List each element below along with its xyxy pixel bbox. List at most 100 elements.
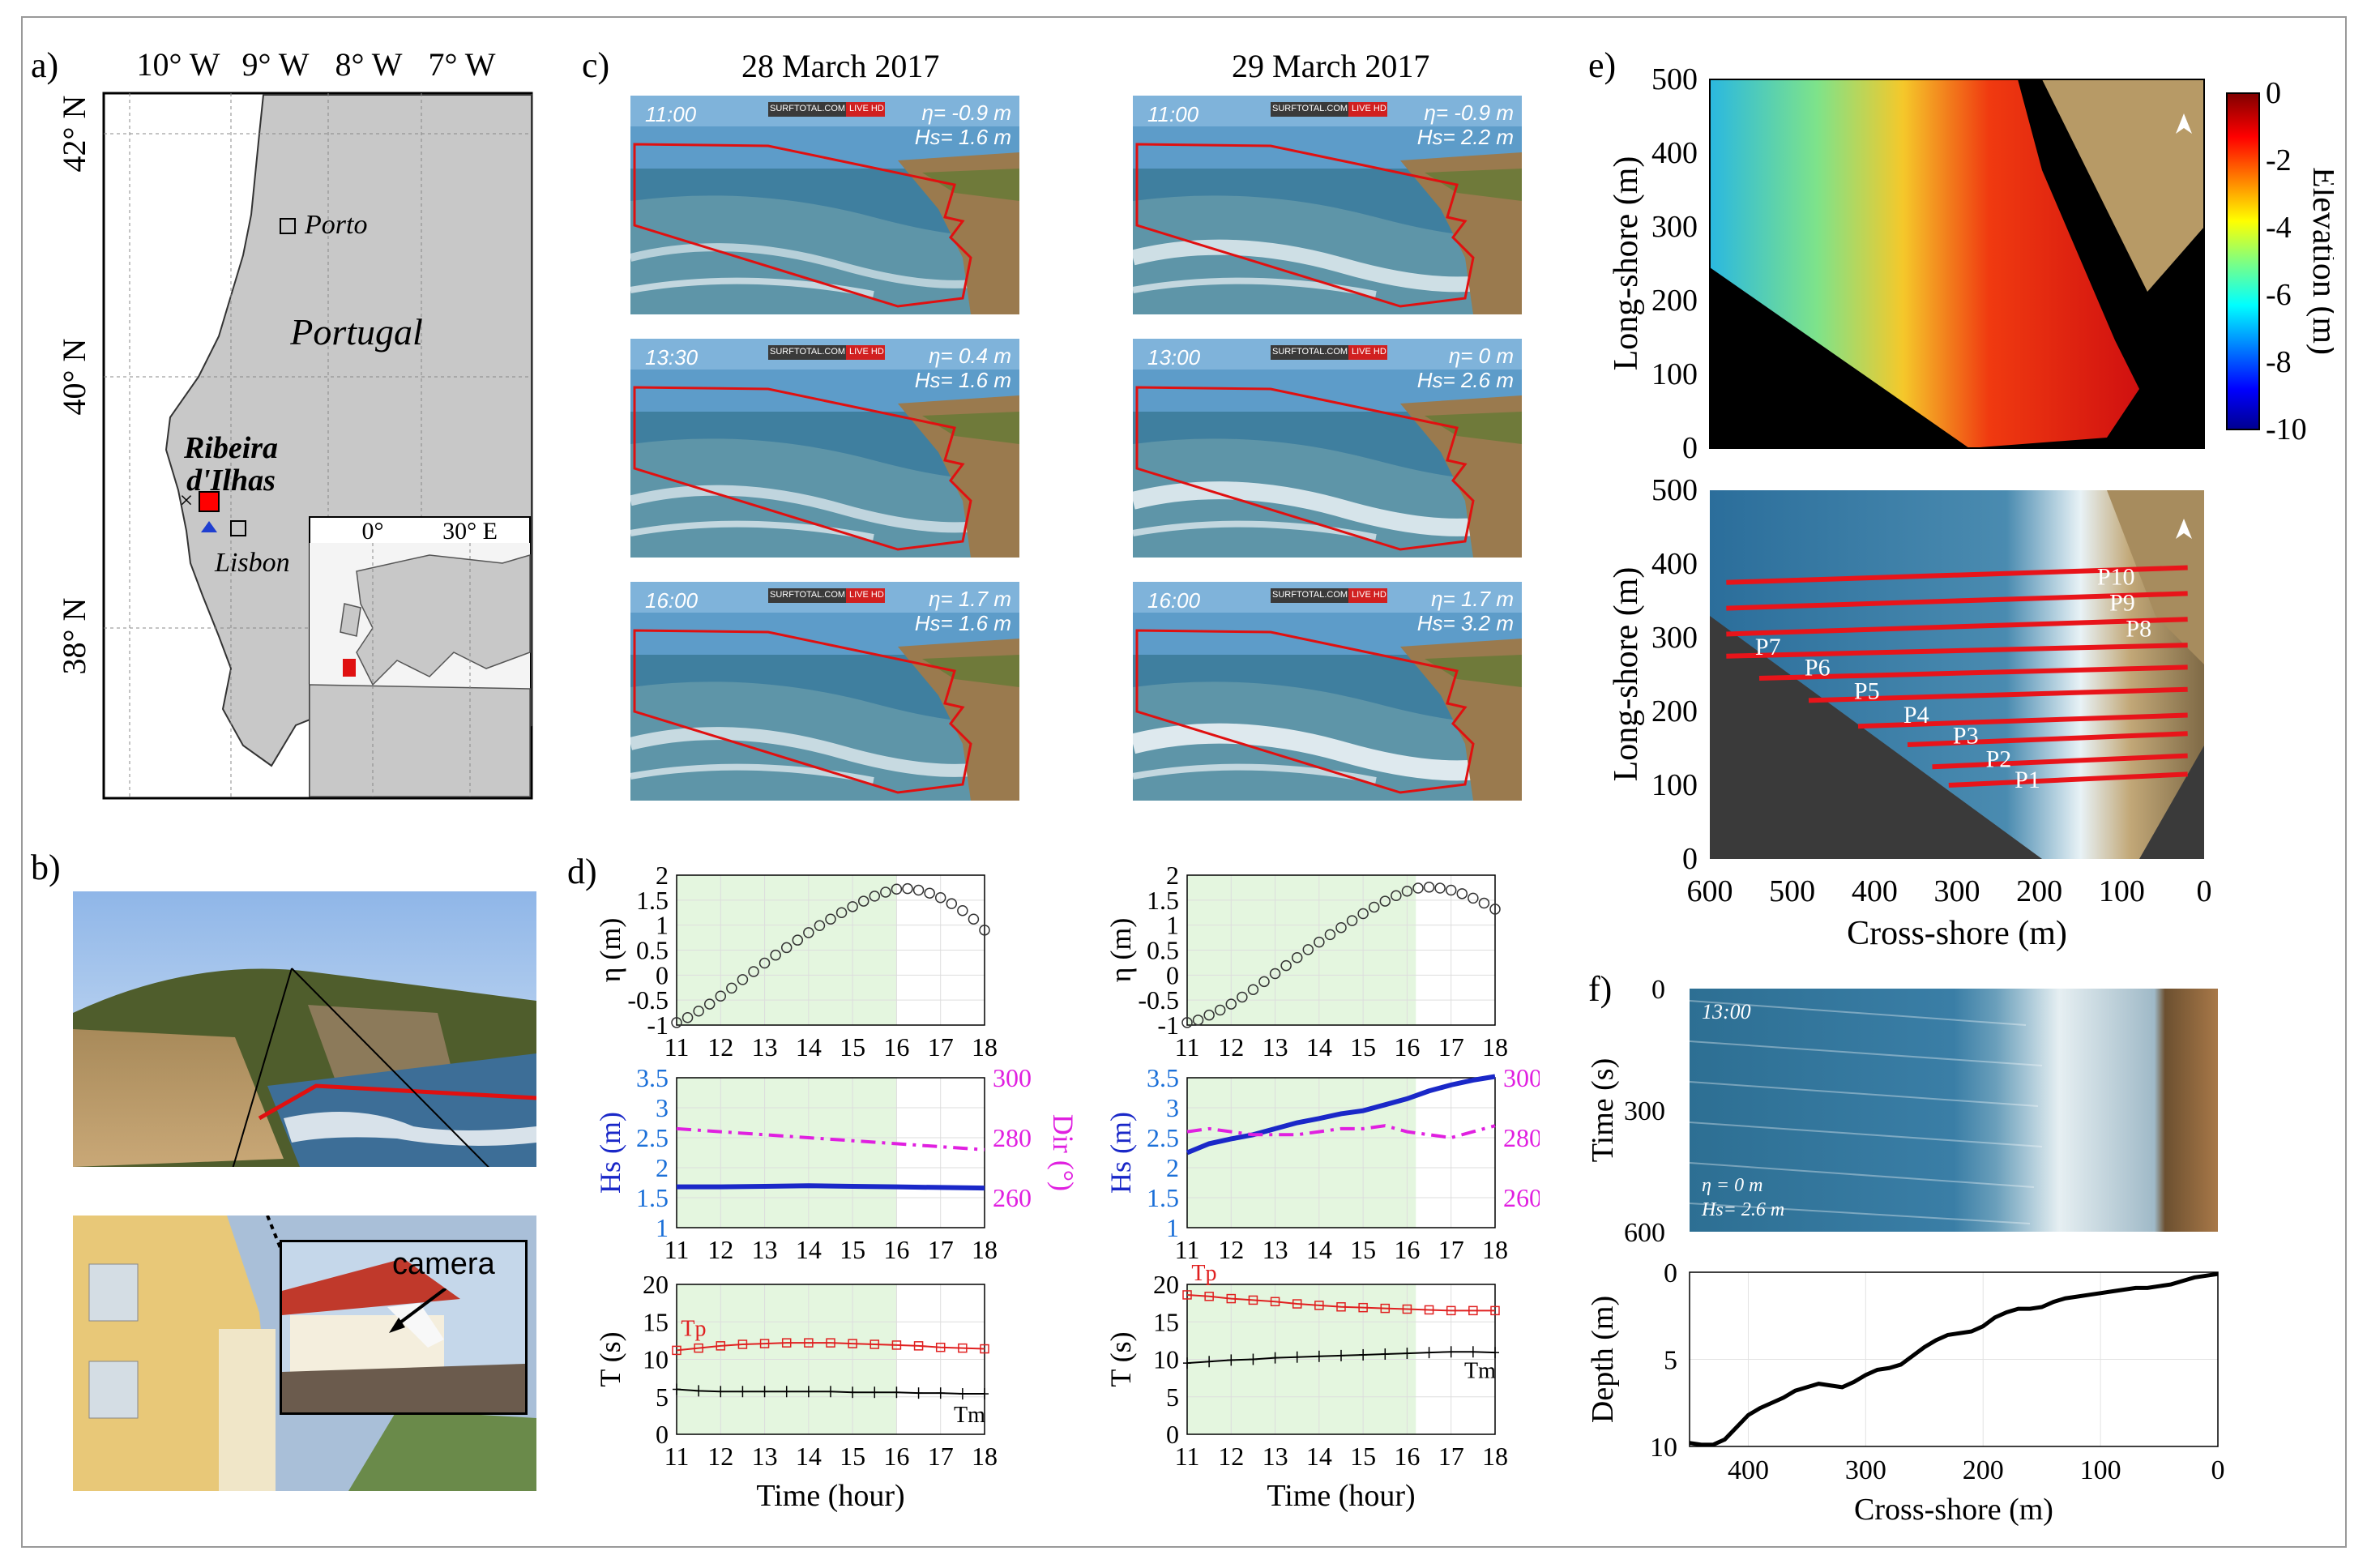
lat-tick: 40° N (56, 339, 92, 416)
lat-tick: 38° N (56, 598, 92, 675)
data-point (792, 934, 804, 946)
lisbon-label: Lisbon (214, 548, 290, 578)
data-point (1357, 908, 1369, 920)
x-axis-label: Time (hour) (1267, 1479, 1415, 1513)
colorbar (2226, 92, 2260, 430)
data-point (1181, 1017, 1193, 1028)
snapshot-time: 16:00 (1147, 588, 1201, 613)
data-point (913, 1341, 924, 1351)
snapshot-eta: η= 0 m (1448, 344, 1514, 368)
x-tick-label: 18 (972, 1235, 998, 1264)
data-point (826, 1338, 835, 1348)
y-tick-label: 0.5 (1147, 936, 1179, 965)
data-point (902, 882, 913, 895)
data-point (814, 920, 826, 932)
panel-label-b: b) (31, 848, 61, 887)
x-marker: × (180, 487, 194, 514)
y-tick-label: 20 (1153, 1270, 1179, 1299)
x-tick-label: 16 (1394, 1235, 1420, 1264)
snapshot-hs: Hs= 2.2 m (1416, 125, 1514, 149)
lon-tick: 10° W (136, 46, 220, 83)
x-tick-label: 18 (972, 1032, 998, 1062)
x-tick-label: 15 (1350, 1235, 1376, 1264)
porto-marker (280, 218, 296, 234)
y-tick-label: 1.5 (1147, 1183, 1179, 1212)
data-point (1446, 1305, 1456, 1316)
data-point (1269, 968, 1281, 980)
x-tick-label: 0 (2197, 874, 2212, 908)
y-axis-label: Hs (m) (594, 1112, 626, 1194)
data-point (803, 927, 814, 938)
colorbar-label: Elevation (m) (2305, 167, 2334, 355)
y-tick-label: 0 (656, 960, 669, 989)
lon-tick: 7° W (428, 46, 495, 83)
data-point (715, 990, 727, 1002)
y-tick-label: 300 (1624, 1096, 1665, 1126)
data-point (958, 1343, 968, 1353)
y-tick-label: 3.5 (636, 1063, 669, 1092)
snapshot-hs: Hs= 3.2 m (1416, 611, 1514, 635)
snapshot-eta: η= 1.7 m (929, 587, 1011, 611)
site-marker (199, 491, 220, 512)
timestack-eta: η = 0 m (1702, 1175, 1762, 1196)
data-point (1456, 888, 1468, 899)
data-point (1490, 1305, 1500, 1316)
data-point (1314, 936, 1325, 948)
series-line-Tp (1186, 1293, 1495, 1312)
x-tick-label: 11 (664, 1235, 690, 1264)
profile-label: P7 (1755, 634, 1781, 660)
x-axis-label: Time (hour) (756, 1479, 904, 1513)
data-point (1379, 895, 1391, 907)
data-point (1402, 1304, 1412, 1314)
y-tick-label: 1 (1166, 1213, 1179, 1242)
x-tick-label: 17 (928, 1235, 954, 1264)
colorbar-tick: -4 (2266, 211, 2292, 245)
y-tick-label: 100 (1651, 768, 1698, 802)
data-point (1445, 884, 1457, 896)
elevation-map (1709, 79, 2205, 449)
snapshot-hs: Hs= 2.6 m (1416, 368, 1514, 392)
panel-label-c: c) (582, 45, 610, 85)
x-tick-label: 11 (664, 1032, 690, 1062)
y-tick-label: 10 (1153, 1345, 1179, 1374)
svg-text:30° E: 30° E (442, 518, 498, 545)
y2-axis-label: Dir (°) (1047, 1114, 1079, 1191)
shaded-window (677, 1078, 897, 1228)
timestack-panel: 0 300 600 Time (s) 13:00 η = 0 m Hs= 2.6 m 400 3… (1588, 975, 2225, 1527)
figure-frame (21, 16, 2347, 1548)
data-point (1489, 904, 1501, 915)
data-point (759, 1339, 770, 1348)
data-point (1314, 1301, 1324, 1310)
data-point (1204, 1292, 1214, 1301)
live-badge: LIVE HD (1352, 347, 1386, 357)
data-point (748, 966, 759, 977)
data-point (1237, 991, 1248, 1003)
profile-label: P9 (2109, 590, 2135, 617)
y-tick-label: 2 (1166, 1153, 1179, 1182)
north-arrow-icon (2176, 113, 2192, 134)
snapshot-time: 13:00 (1147, 345, 1201, 370)
axes-box (1186, 874, 1496, 1026)
x-tick-label: 600 (1687, 874, 1733, 908)
y-tick-label: 15 (643, 1307, 669, 1336)
data-point (1226, 1293, 1237, 1304)
country-label: Portugal (289, 311, 423, 352)
y-tick-label: 1.5 (636, 1183, 669, 1212)
x-tick-label: 11 (664, 1442, 690, 1471)
y-axis-label: T (s) (594, 1331, 626, 1386)
profile-line (1857, 712, 2188, 729)
x-tick-label: 18 (972, 1442, 998, 1471)
x-tick-label: 12 (707, 1235, 733, 1264)
x-tick-label: 500 (1769, 874, 1815, 908)
x-tick-label: 15 (1350, 1442, 1376, 1471)
snapshot-hs: Hs= 1.6 m (914, 611, 1011, 635)
data-point (737, 974, 749, 985)
x-tick-label: 17 (1438, 1032, 1464, 1062)
snapshot-eta: η= -0.9 m (1424, 100, 1514, 125)
live-badge: LIVE HD (1352, 104, 1386, 113)
x-tick-label: 11 (1175, 1032, 1200, 1062)
profile-label: P1 (2015, 767, 2040, 793)
x-tick-label: 17 (1438, 1442, 1464, 1471)
data-point (848, 1339, 857, 1348)
y-tick-label: 500 (1651, 62, 1698, 96)
